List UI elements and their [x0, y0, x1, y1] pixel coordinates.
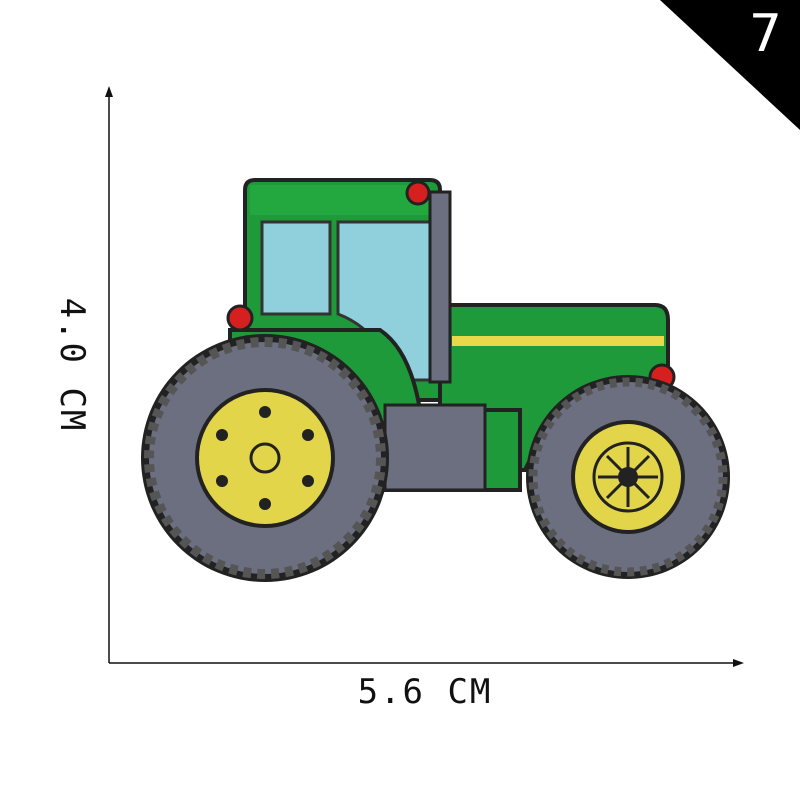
horizontal-dimension-line — [109, 659, 744, 667]
height-label: 4.0 CM — [52, 297, 92, 433]
front-wheel — [526, 375, 730, 579]
corner-badge — [660, 0, 800, 130]
tractor-patch — [141, 178, 730, 582]
badge-number: 7 — [748, 4, 782, 64]
exhaust-pipe — [428, 190, 452, 384]
engine-block — [383, 403, 487, 492]
cab-roof — [250, 185, 430, 215]
hood-stripe — [452, 336, 664, 346]
rear-light — [226, 304, 254, 332]
roof-light — [405, 180, 431, 206]
rear-wheel — [141, 334, 389, 582]
vertical-dimension-line — [105, 86, 113, 663]
rear-rim — [195, 388, 335, 528]
width-label: 5.6 CM — [357, 672, 493, 712]
cab-window-left — [260, 220, 332, 316]
